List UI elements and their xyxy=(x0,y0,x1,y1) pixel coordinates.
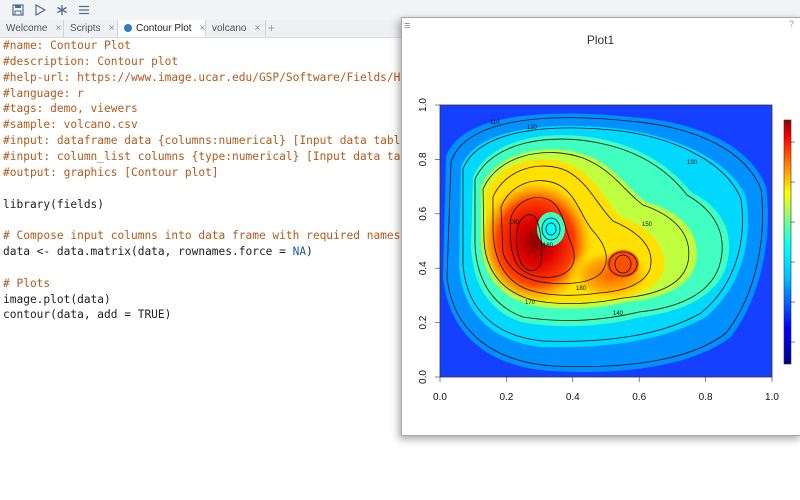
toolbar xyxy=(0,0,800,20)
x-axis: 0.0 0.2 0.4 0.6 0.8 1.0 xyxy=(433,377,779,403)
tab-scripts[interactable]: Scripts × xyxy=(64,20,118,37)
close-icon[interactable]: × xyxy=(254,23,261,34)
contour-label: 110 xyxy=(490,120,500,126)
code-line: #output: graphics [Contour plot] xyxy=(3,165,219,179)
plot-title: Plot1 xyxy=(586,33,615,47)
contour-label: 170 xyxy=(525,300,536,306)
tab-welcome[interactable]: Welcome × xyxy=(0,20,64,37)
tab-label: Welcome xyxy=(6,23,48,34)
play-icon[interactable] xyxy=(32,2,48,18)
contour-label: 160 xyxy=(543,243,554,249)
code-line: library(fields) xyxy=(3,197,105,211)
tab-label: volcano xyxy=(212,23,247,34)
contour-lines xyxy=(446,117,763,368)
contour-label: 140 xyxy=(613,311,624,317)
code-line: data <- data.matrix(data, rownames.force… xyxy=(3,245,313,259)
keyword-token: NA xyxy=(292,245,307,259)
x-tick-label: 0.8 xyxy=(699,392,713,403)
tab-contour-plot[interactable]: Contour Plot × xyxy=(118,20,206,37)
tab-volcano[interactable]: volcano × xyxy=(206,20,266,37)
code-line: #description: Contour plot xyxy=(3,54,179,68)
contour-label: 130 xyxy=(687,160,698,166)
hamburger-icon[interactable]: ≡ xyxy=(404,20,411,32)
tab-label: Scripts xyxy=(70,23,101,34)
code-line: image.plot(data) xyxy=(3,292,111,306)
y-axis: 0.0 0.2 0.4 0.6 0.8 1.0 xyxy=(418,98,440,384)
save-icon[interactable] xyxy=(10,2,26,18)
code-line: # Plots xyxy=(3,276,51,290)
add-tab-button[interactable]: + xyxy=(268,21,276,35)
help-icon[interactable]: ? xyxy=(789,19,795,29)
code-editor[interactable]: #name: Contour Plot #description: Contour… xyxy=(0,38,420,500)
tab-label: Contour Plot xyxy=(136,23,192,34)
y-tick-label: 0.8 xyxy=(418,152,429,166)
close-icon[interactable]: × xyxy=(108,23,115,34)
contour-label: 180 xyxy=(576,286,587,292)
close-icon[interactable]: × xyxy=(199,23,206,34)
code-line: #sample: volcano.csv xyxy=(3,118,138,132)
close-icon[interactable]: × xyxy=(55,23,62,34)
y-tick-label: 0.2 xyxy=(418,315,429,329)
code-line: #language: r xyxy=(3,86,84,100)
contour-label: 150 xyxy=(642,222,653,228)
x-tick-label: 1.0 xyxy=(765,392,779,403)
code-line: contour(data, add = TRUE) xyxy=(3,308,172,322)
asterisk-icon[interactable] xyxy=(54,2,70,18)
menu-icon[interactable] xyxy=(76,2,92,18)
script-icon xyxy=(124,24,132,33)
code-line: #name: Contour Plot xyxy=(3,39,131,52)
x-tick-label: 0.6 xyxy=(632,392,646,403)
contour-label: 190 xyxy=(509,220,520,226)
y-tick-label: 0.6 xyxy=(418,206,429,220)
contour-plot: 110 120 130 140 150 160 170 180 190 0.0 0… xyxy=(418,98,795,403)
code-line: #tags: demo, viewers xyxy=(3,102,138,116)
y-tick-label: 0.4 xyxy=(418,261,429,275)
x-tick-label: 0.2 xyxy=(499,392,513,403)
code-line: # Compose input columns into data frame … xyxy=(3,229,401,243)
y-tick-label: 0.0 xyxy=(418,370,429,384)
contour-label: 120 xyxy=(527,125,538,131)
color-legend-bar xyxy=(783,119,792,365)
heatmap-image xyxy=(440,105,772,377)
contour-labels: 110 120 130 140 150 160 170 180 190 xyxy=(490,120,698,317)
x-tick-label: 0.0 xyxy=(433,392,447,403)
x-tick-label: 0.4 xyxy=(566,392,580,403)
code-line: #help-url: https://www.image.ucar.edu/GS… xyxy=(3,70,420,84)
y-tick-label: 1.0 xyxy=(418,98,429,112)
plot-frame xyxy=(439,104,773,378)
code-line: #input: column_list columns {type:numeri… xyxy=(3,149,420,163)
color-legend-ticks xyxy=(791,141,795,343)
code-line: #input: dataframe data {columns:numerica… xyxy=(3,134,414,148)
